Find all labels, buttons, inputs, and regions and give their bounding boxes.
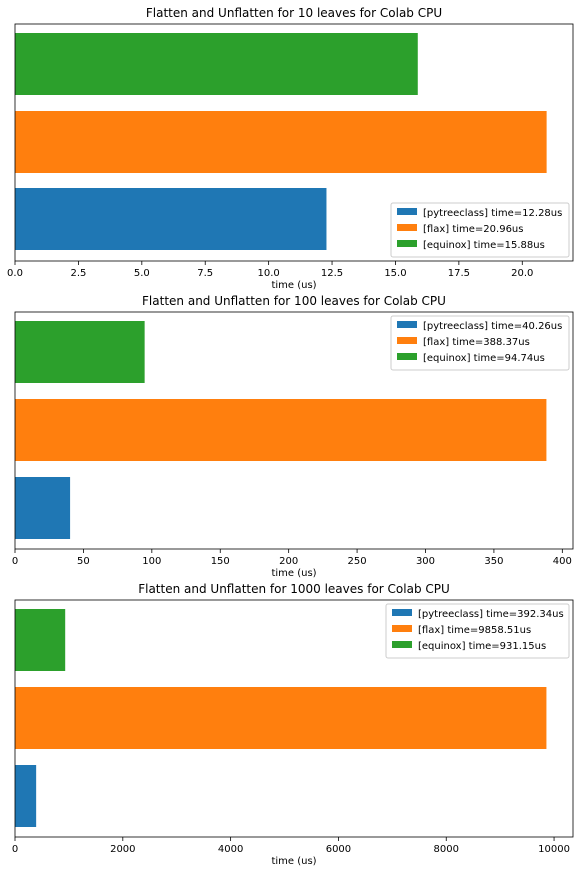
x-tick-label-3: 6000 [326,844,351,855]
legend: [pytreeclass] time=392.34us [flax] time=9… [385,603,570,659]
legend-swatch-0 [392,609,412,616]
bar-2 [15,609,66,671]
x-tick-label-8: 20.0 [511,268,533,279]
x-tick-label-3: 7.5 [197,268,213,279]
bar-1 [15,399,547,461]
chart-title: Flatten and Unflatten for 10 leaves for … [146,6,442,20]
legend-label-0: [pytreeclass] time=40.26us [423,321,562,332]
legend-label-2: [equinox] time=931.15us [418,641,546,652]
legend-label-1: [flax] time=388.37us [423,337,530,348]
legend-swatch-1 [397,337,417,344]
x-tick-label-0: 0.0 [7,268,23,279]
x-tick-label-4: 10.0 [258,268,280,279]
plot-frame [14,599,574,838]
legend-label-0: [pytreeclass] time=392.34us [418,609,564,620]
legend-box [390,202,570,258]
x-tick-label-4: 200 [279,556,298,567]
legend-box [385,603,570,659]
legend-swatch-1 [397,224,417,231]
legend: [pytreeclass] time=12.28us [flax] time=20… [390,202,570,258]
legend-swatch-0 [397,321,417,328]
x-axis-label: time (us) [271,280,316,291]
x-tick-label-6: 300 [416,556,435,567]
x-tick-label-5: 12.5 [321,268,343,279]
x-tick-label-8: 400 [553,556,572,567]
legend-label-1: [flax] time=9858.51us [418,625,531,636]
legend-label-1: [flax] time=20.96us [423,224,523,235]
legend-label-2: [equinox] time=94.74us [423,353,545,364]
x-tick-label-2: 5.0 [134,268,150,279]
bar-0 [15,477,71,539]
x-tick-label-2: 4000 [218,844,243,855]
plot-frame [14,23,574,262]
legend-box [390,315,570,371]
legend-label-2: [equinox] time=15.88us [423,240,545,251]
x-tick-label-1: 50 [77,556,90,567]
legend-swatch-2 [397,353,417,360]
chart-title: Flatten and Unflatten for 1000 leaves fo… [138,582,450,596]
x-tick-label-1: 2000 [110,844,135,855]
legend: [pytreeclass] time=40.26us [flax] time=38… [390,315,570,371]
x-tick-label-5: 250 [348,556,367,567]
x-tick-label-0: 0 [12,556,18,567]
legend-swatch-2 [397,240,417,247]
x-tick-label-7: 17.5 [448,268,470,279]
x-tick-label-3: 150 [211,556,230,567]
chart-title: Flatten and Unflatten for 100 leaves for… [142,294,446,308]
subplot-3: Flatten and Unflatten for 1000 leaves fo… [12,582,574,867]
bar-0 [15,188,327,250]
x-tick-label-4: 8000 [434,844,459,855]
legend-swatch-0 [397,208,417,215]
bar-1 [15,687,547,749]
bar-0 [15,765,37,827]
bar-2 [15,33,418,95]
bar-1 [15,111,547,173]
x-tick-label-5: 10000 [538,844,570,855]
legend-label-0: [pytreeclass] time=12.28us [423,208,562,219]
x-tick-label-2: 100 [142,556,161,567]
legend-swatch-2 [392,641,412,648]
legend-swatch-1 [392,625,412,632]
plot-frame [14,311,574,550]
x-tick-label-6: 15.0 [384,268,406,279]
x-axis-label: time (us) [271,568,316,579]
bar-2 [15,321,145,383]
subplot-2: Flatten and Unflatten for 100 leaves for… [12,294,574,579]
x-tick-label-0: 0 [12,844,18,855]
subplot-1: Flatten and Unflatten for 10 leaves for … [7,6,574,291]
x-tick-label-1: 2.5 [70,268,86,279]
x-tick-label-7: 350 [484,556,503,567]
x-axis-label: time (us) [271,856,316,867]
